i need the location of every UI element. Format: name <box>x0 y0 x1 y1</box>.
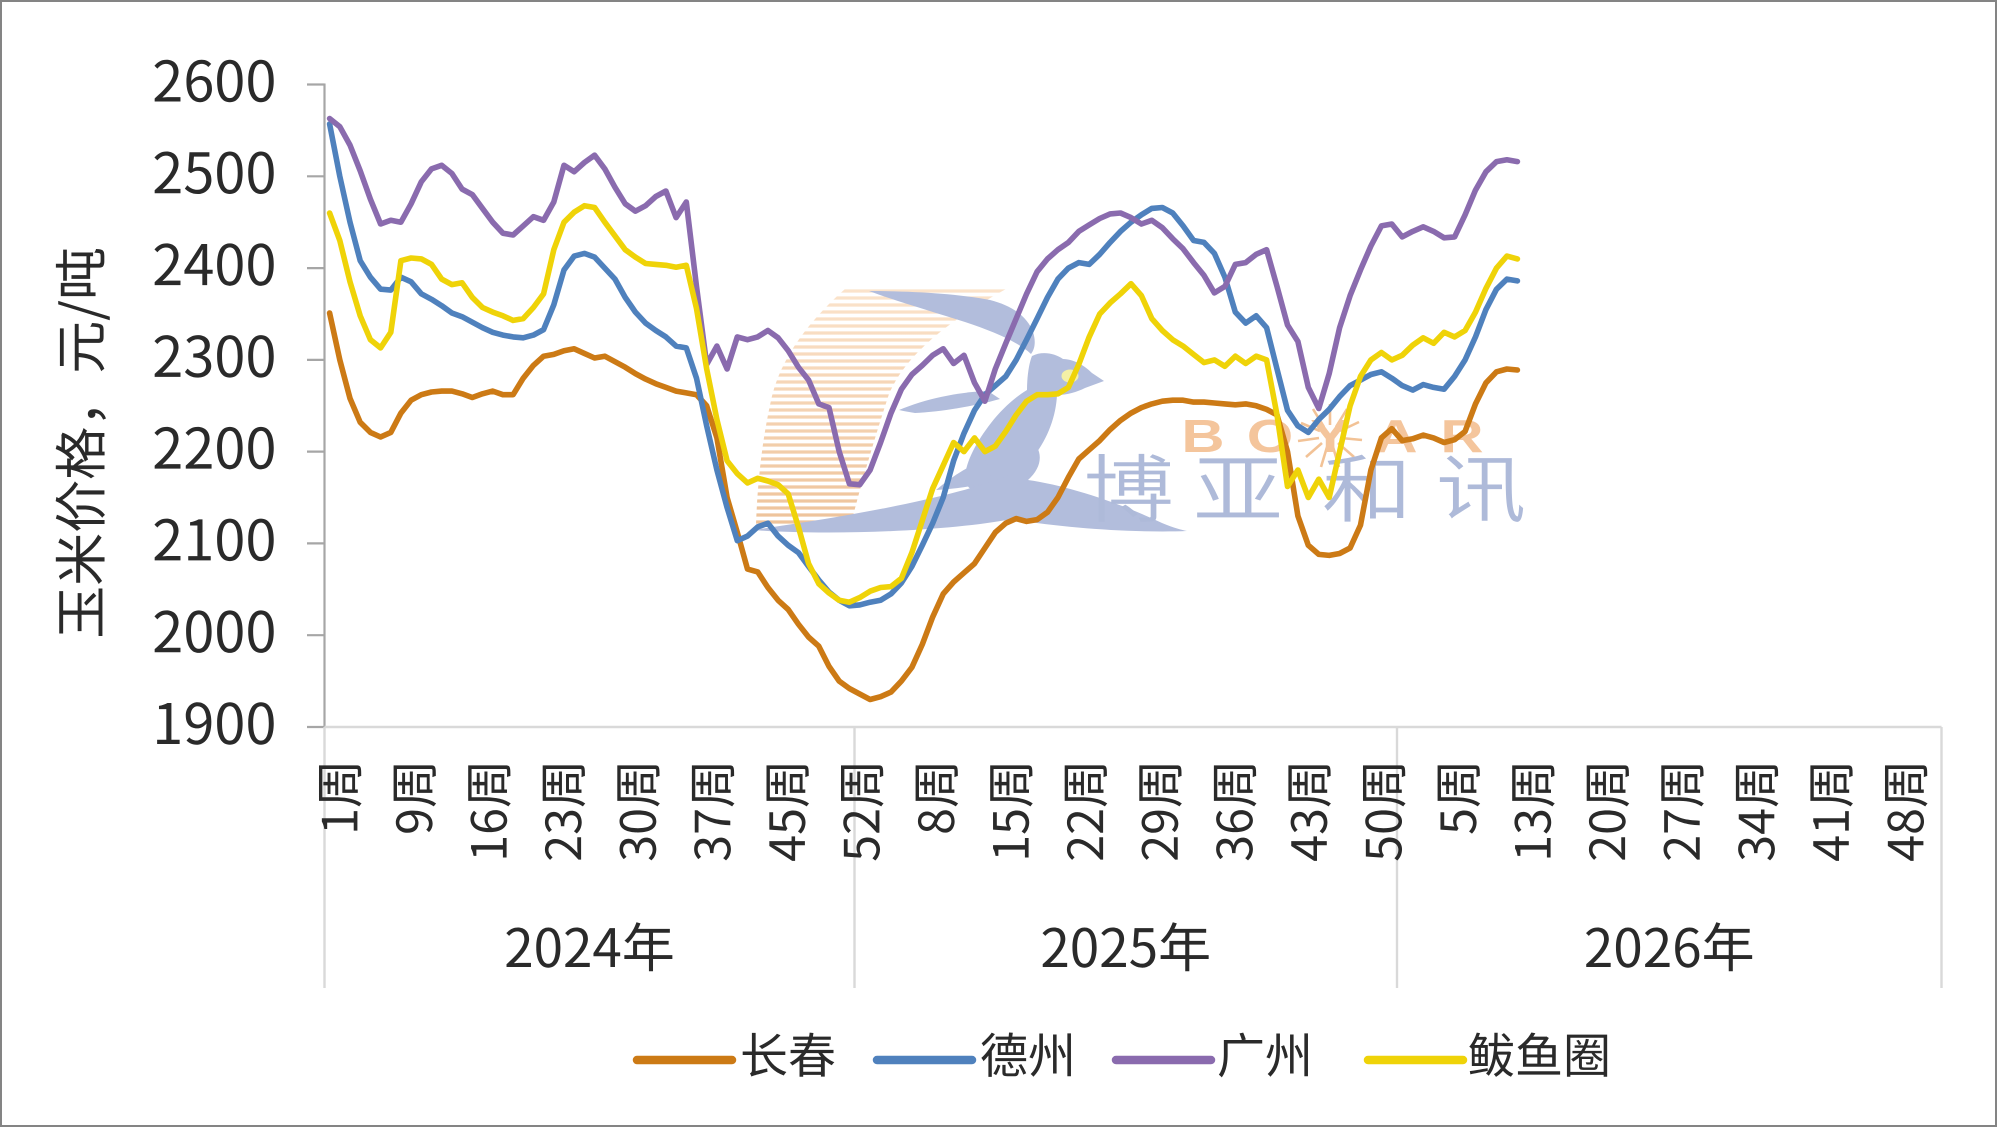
svg-text:B: B <box>1181 411 1224 462</box>
